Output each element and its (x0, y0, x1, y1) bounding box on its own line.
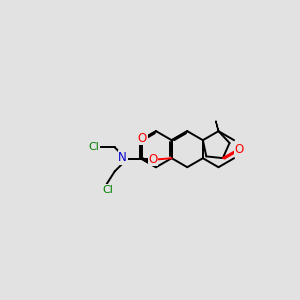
Text: O: O (148, 153, 158, 166)
Text: Cl: Cl (88, 142, 99, 152)
Polygon shape (216, 121, 219, 131)
Text: O: O (138, 132, 147, 145)
Text: Cl: Cl (102, 184, 113, 195)
Text: N: N (118, 151, 127, 164)
Text: O: O (235, 143, 244, 156)
